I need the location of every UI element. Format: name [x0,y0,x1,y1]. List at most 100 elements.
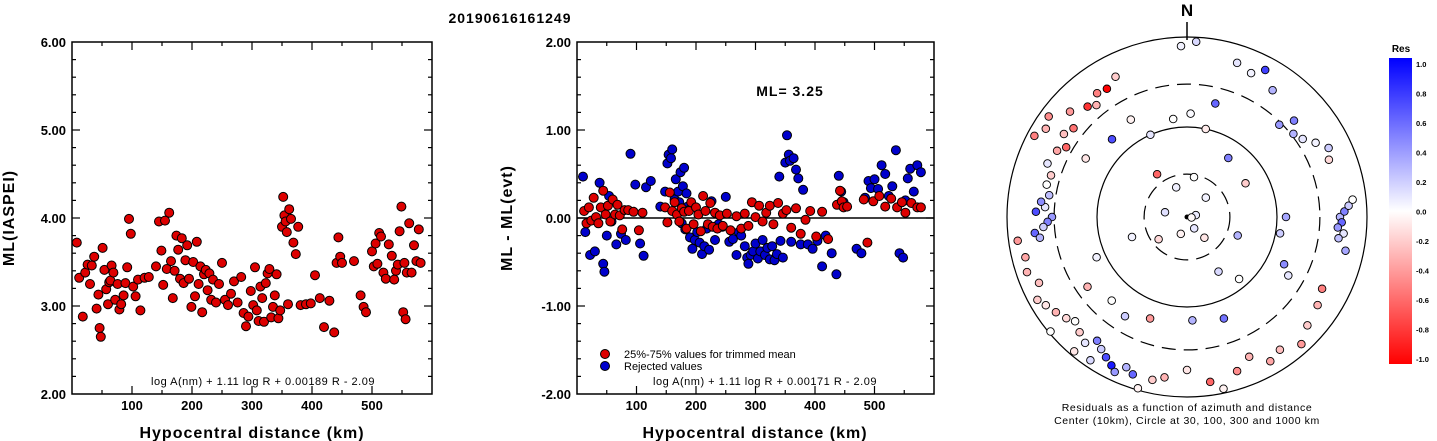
station-residual [1219,314,1229,323]
data-point [757,235,768,245]
data-point [617,224,628,235]
colorbar-gradient [1389,58,1412,364]
station-residual [1188,316,1197,325]
station-residual [1086,356,1095,365]
x-tick-label: 400 [301,398,323,413]
data-point [293,221,304,232]
x-tick-label: 300 [241,398,263,413]
station-residual [1232,366,1242,376]
station-residual [1107,296,1116,305]
data-point [611,239,622,250]
x-axis-label: Hypocentral distance (km) [139,425,364,441]
station-residual [1102,84,1112,94]
data-point [103,299,113,310]
station-residual [1110,367,1119,377]
station-residual [1333,223,1343,232]
station-residual [1234,274,1244,284]
data-point [128,281,139,292]
station-residual [1036,197,1046,206]
y-tick-label: 6.00 [41,35,66,50]
data-point [605,216,616,227]
station-residual [1311,138,1320,148]
data-point [811,231,822,242]
data-point [630,179,641,190]
colorbar-tick-label: -0.2 [1416,237,1429,246]
station-residual [1339,229,1348,238]
station-residual [1059,129,1069,139]
data-point [886,193,897,204]
station-residual [1281,212,1291,222]
data-point [167,293,178,304]
station-residual [1266,356,1275,366]
legend-label-rejected: Rejected values [624,361,703,373]
data-point [324,295,335,306]
data-point [271,269,282,280]
station-residual [1341,246,1350,255]
station-residual [1275,229,1285,238]
data-point [788,153,799,164]
station-residual [1324,143,1333,153]
data-point [791,164,801,175]
x-tick-label: 500 [361,398,383,413]
legend-marker-trimmed [600,349,610,359]
station-residual [1092,336,1102,346]
station-residual [1083,282,1092,291]
data-point [122,262,133,273]
data-point [588,192,599,203]
caption-line-1: Residuals as a function of azimuth and d… [1062,402,1313,414]
station-residual [1101,353,1111,362]
station-residual [1298,134,1307,144]
x-tick-label: 500 [864,398,886,413]
data-point [160,215,170,226]
data-point [158,279,169,290]
station-residual [1317,284,1327,294]
data-point [700,206,711,216]
station-residual [1052,146,1062,156]
data-point [667,144,678,155]
data-point [95,331,106,342]
data-point [290,249,301,260]
data-point [695,226,706,237]
y-axis-label: ML(IASPEI) [1,170,18,266]
station-residual [1160,208,1170,217]
x-tick-label: 300 [745,398,767,413]
station-residual [1200,233,1209,242]
data-point [739,241,750,252]
y-tick-label: -2.00 [541,387,571,402]
y-tick-label: 0.00 [546,211,571,226]
data-point [288,237,299,248]
station-residual [1284,271,1293,280]
data-point [705,198,716,208]
data-point [264,264,275,274]
data-point [223,300,233,311]
colorbar-tick-label: 0.6 [1416,119,1426,128]
station-residual [1219,384,1228,393]
station-residual [1148,375,1157,385]
data-point [94,323,105,333]
residual-colorbar: Res 1.0 0.8 0.6 0.4 0.2 0.0 -0.2 -0.4 -0.6 -0.8 -1… [1389,44,1430,364]
data-point [241,321,251,332]
x-tick-label: 400 [804,398,826,413]
data-point [593,218,604,229]
y-tick-label: 1.00 [546,123,571,138]
data-point [413,224,424,235]
colorbar-tick-label: 0.2 [1416,178,1426,187]
data-point [662,217,673,228]
station-residual [1013,236,1022,246]
station-residual [1083,102,1092,111]
data-points [1013,37,1357,393]
axis-ticks: 100 200 300 400 500 -2.00 -1.00 0.00 1.00 2.00 [541,35,934,413]
data-point [793,173,804,184]
data-point [71,237,82,248]
station-residual [1171,183,1181,192]
data-point [269,290,280,301]
data-point [156,245,167,256]
station-residual [1046,171,1056,180]
colorbar-tick-label: 0.4 [1416,149,1427,158]
data-point [333,232,344,243]
station-residual [1069,347,1079,356]
data-point [890,145,901,156]
station-residual [1092,100,1101,110]
ml-iaspei-panel: 100 200 300 400 500 2.00 3.00 4.00 5.00 6.00 log … [1,35,433,441]
colorbar-tick-label: 1.0 [1416,60,1426,69]
